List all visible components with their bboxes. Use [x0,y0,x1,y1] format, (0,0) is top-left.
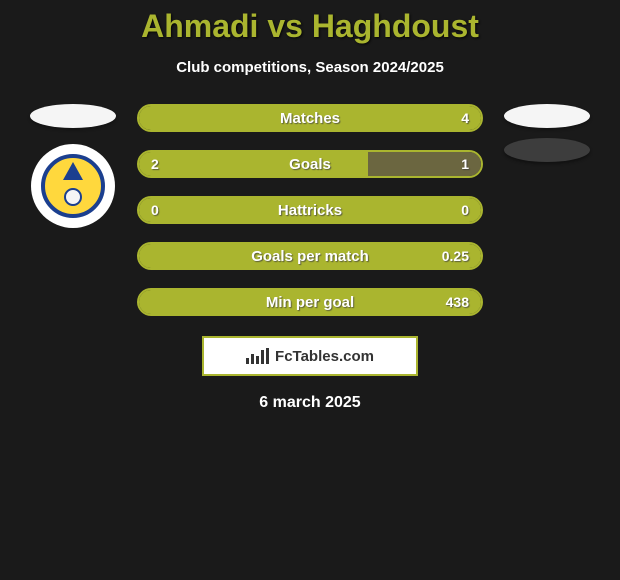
stat-label: Goals [139,152,481,176]
stat-row: Hattricks0 0 [137,196,483,224]
comparison-area: Matches4 Goals2 1 Hattricks0 0 Goals per matc… [0,104,620,316]
stat-label: Matches [139,106,481,130]
left-player-col [23,104,123,228]
subtitle: Club competitions, Season 2024/2025 [176,59,444,76]
brand-footer[interactable]: FcTables.com [202,336,418,376]
stat-value-right: 438 [446,290,469,314]
player-placeholder-right [504,104,590,128]
club-placeholder-right [504,138,590,162]
stat-value-right: 1 [461,152,469,176]
player-placeholder-left [30,104,116,128]
club-badge-left [31,144,115,228]
stat-value-left: 0 [151,198,159,222]
stats-column: Matches4 Goals2 1 Hattricks0 0 Goals per matc… [137,104,483,316]
date-label: 6 march 2025 [259,394,360,412]
stat-value-right: 0.25 [442,244,469,268]
stat-label: Hattricks [139,198,481,222]
right-player-col [497,104,597,162]
stat-row: Min per goal438 [137,288,483,316]
stat-value-right: 4 [461,106,469,130]
bar-chart-icon [246,348,269,364]
stat-value-left: 2 [151,152,159,176]
club-crest-icon [41,154,105,218]
stat-label: Min per goal [139,290,481,314]
stat-row: Goals per match0.25 [137,242,483,270]
stat-label: Goals per match [139,244,481,268]
stat-value-right: 0 [461,198,469,222]
page-title: Ahmadi vs Haghdoust [141,8,479,45]
stat-row: Goals2 1 [137,150,483,178]
brand-label: FcTables.com [275,348,374,365]
stat-row: Matches4 [137,104,483,132]
